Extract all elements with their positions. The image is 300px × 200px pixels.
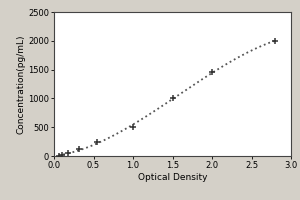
Y-axis label: Concentration(pg/mL): Concentration(pg/mL) [16,34,26,134]
X-axis label: Optical Density: Optical Density [138,173,207,182]
